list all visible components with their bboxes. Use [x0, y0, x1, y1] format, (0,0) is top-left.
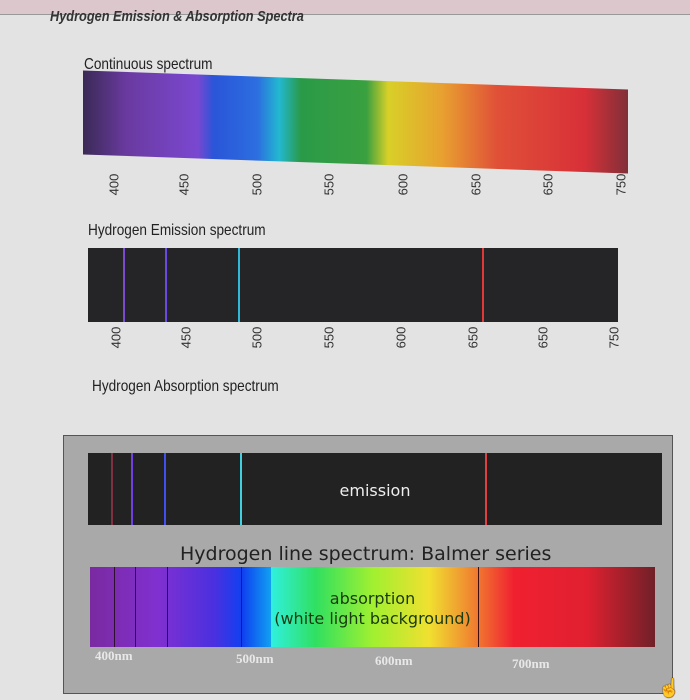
absorption-line-486 — [241, 567, 242, 647]
axis-500nm: 500nm — [236, 651, 274, 666]
tick-label: 650 — [468, 173, 484, 196]
balmer-emission-line-434 — [164, 453, 166, 525]
absorption-line-656 — [478, 567, 479, 647]
balmer-emission-line-397 — [111, 453, 113, 525]
tick-label: 750 — [613, 173, 629, 196]
emission-line-486 — [238, 248, 240, 322]
tick-label: 500 — [249, 173, 265, 196]
continuous-spectrum-bar — [83, 70, 628, 174]
absorption-label: Hydrogen Absorption spectrum — [92, 378, 279, 395]
tick-label: 650 — [540, 173, 556, 196]
absorption-line-434 — [167, 567, 168, 647]
balmer-emission-line-486 — [240, 453, 242, 525]
balmer-emission-line-410 — [131, 453, 133, 525]
emission-line-434 — [165, 248, 167, 322]
emission-caption: emission — [339, 481, 411, 500]
balmer-absorption-bar: absorption (white light background) — [90, 567, 655, 647]
tick-label: 750 — [606, 326, 622, 349]
tick-label: 600 — [393, 326, 409, 349]
absorption-caption-line2: (white light background) — [274, 609, 471, 628]
axis-700nm: 700nm — [512, 656, 550, 671]
tick-label: 450 — [176, 173, 192, 196]
axis-600nm: 600nm — [375, 653, 413, 668]
tick-label: 400 — [108, 326, 124, 349]
absorption-caption: absorption (white light background) — [90, 589, 655, 629]
window-top-bar — [0, 0, 690, 15]
tick-label: 450 — [178, 326, 194, 349]
absorption-line-410 — [135, 567, 136, 647]
tick-label: 650 — [535, 326, 551, 349]
absorption-line-397 — [114, 567, 115, 647]
emission-line-656 — [482, 248, 484, 322]
continuous-label: Continuous spectrum — [84, 56, 213, 73]
tick-label: 400 — [106, 173, 122, 196]
mouse-cursor-icon: ☝ — [658, 678, 681, 698]
tick-label: 600 — [395, 173, 411, 196]
emission-label: Hydrogen Emission spectrum — [88, 222, 266, 239]
balmer-title: Hydrogen line spectrum: Balmer series — [180, 543, 552, 565]
tick-label: 500 — [249, 326, 265, 349]
tick-label: 550 — [321, 173, 337, 196]
emission-spectrum-bar — [88, 248, 618, 322]
balmer-emission-bar: emission — [88, 453, 662, 525]
absorption-caption-line1: absorption — [329, 589, 416, 608]
tick-label: 650 — [465, 326, 481, 349]
tick-label: 550 — [321, 326, 337, 349]
emission-line-410 — [123, 248, 125, 322]
balmer-emission-line-656 — [485, 453, 487, 525]
axis-400nm: 400nm — [95, 648, 133, 663]
page-title: Hydrogen Emission & Absorption Spectra — [50, 8, 304, 25]
